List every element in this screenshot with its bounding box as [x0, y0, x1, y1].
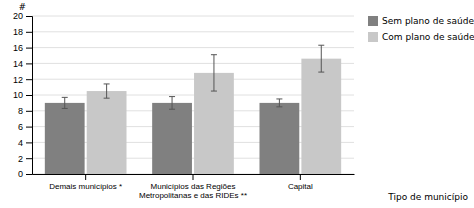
x-tick: Demais municípios *: [49, 174, 122, 191]
error-bar: [211, 55, 217, 91]
y-tick: 16: [13, 43, 32, 53]
y-tick: 12: [13, 75, 32, 85]
legend-swatch: [368, 32, 378, 42]
legend: Sem plano de saúde Com plano de saúde: [368, 16, 474, 42]
legend-label: Sem plano de saúde: [382, 16, 474, 26]
y-tick-mark: [26, 142, 32, 143]
x-tick-label: Demais municípios *: [49, 182, 122, 191]
y-tick: 20: [13, 11, 32, 21]
x-tick-label-line: Municípios das Regiões: [151, 182, 236, 191]
y-tick-mark: [26, 48, 32, 49]
error-bar: [318, 45, 324, 72]
y-tick: 14: [13, 59, 32, 69]
y-tick-mark: [26, 95, 32, 96]
error-bar-cap: [318, 72, 324, 73]
y-axis: 0 2 4 6 8 10 12 14 16 18 20: [13, 11, 33, 179]
error-bar-stem: [106, 84, 107, 98]
grid-line: [32, 31, 354, 32]
x-tick-mark: [300, 174, 301, 180]
error-bar: [62, 97, 68, 108]
y-tick-label: 16: [13, 43, 23, 53]
error-bar: [276, 99, 282, 107]
error-bar-cap: [169, 109, 175, 110]
legend-label: Com plano de saúde: [382, 32, 474, 42]
x-axis: Demais municípios * Municípios das Regiõe…: [33, 174, 355, 200]
x-tick-label: Municípios das RegiõesMetropolitanas e d…: [139, 182, 247, 200]
x-tick-label-line: Demais municípios *: [49, 182, 122, 191]
error-bar-cap: [62, 97, 68, 98]
y-tick-label: 2: [18, 154, 23, 164]
series: [45, 97, 299, 174]
y-tick-label: 4: [18, 138, 23, 148]
error-bar-cap: [276, 106, 282, 107]
error-bar-cap: [276, 98, 282, 99]
x-tick: Capital: [288, 174, 313, 191]
grid: [32, 16, 354, 174]
y-tick-mark: [26, 111, 32, 112]
x-tick-label-line: Metropolitanas e das RIDEs **: [139, 191, 247, 200]
x-axis-title: Tipo de município: [387, 192, 468, 202]
plot: 0 2 4 6 8 10 12 14 16 18 20 Demais municípios * Muni…: [13, 11, 355, 200]
bar: [301, 59, 341, 174]
y-tick-label: 20: [13, 11, 23, 21]
y-tick-mark: [26, 16, 32, 17]
y-tick-mark: [26, 158, 32, 159]
error-bar-stem: [279, 99, 280, 107]
y-tick-mark: [26, 79, 32, 80]
y-axis-title: #: [18, 2, 26, 12]
x-tick-mark: [85, 174, 86, 180]
x-tick: Municípios das RegiõesMetropolitanas e d…: [139, 174, 247, 200]
error-bar-cap: [104, 83, 110, 84]
y-tick: 8: [18, 106, 32, 116]
y-tick-label: 14: [13, 59, 23, 69]
y-tick-label: 6: [18, 122, 23, 132]
error-bar-cap: [211, 91, 217, 92]
bar: [259, 103, 299, 174]
grid-line: [32, 16, 354, 17]
error-bar: [169, 97, 175, 110]
grid-line: [32, 47, 354, 48]
error-bar-cap: [318, 45, 324, 46]
y-tick-mark: [26, 32, 32, 33]
y-tick-mark: [26, 63, 32, 64]
y-axis-line: [26, 17, 33, 175]
y-tick-label: 0: [18, 169, 23, 179]
legend-item: Sem plano de saúde: [368, 16, 474, 26]
y-tick-label: 8: [18, 106, 23, 116]
x-tick-mark: [193, 174, 194, 180]
error-bar-cap: [211, 54, 217, 55]
legend-item: Com plano de saúde: [368, 32, 474, 42]
chart: 0 2 4 6 8 10 12 14 16 18 20 Demais municípios * Muni…: [0, 0, 474, 208]
y-tick: 6: [18, 122, 32, 132]
y-tick-label: 12: [13, 75, 23, 85]
error-bar-cap: [169, 96, 175, 97]
y-tick-label: 10: [13, 90, 23, 100]
bar: [152, 103, 192, 174]
error-bar: [104, 84, 110, 98]
legend-swatch: [368, 16, 378, 26]
error-bar-stem: [64, 97, 65, 108]
y-tick-label: 18: [13, 27, 23, 37]
y-tick: 0: [18, 169, 32, 179]
x-tick-label: Capital: [288, 182, 313, 191]
y-tick-mark: [26, 127, 32, 128]
bar: [45, 103, 85, 174]
x-tick-label-line: Capital: [288, 182, 313, 191]
series: [87, 45, 341, 174]
y-tick-mark: [26, 174, 32, 175]
error-bar-stem: [213, 55, 214, 91]
error-bar-cap: [104, 98, 110, 99]
y-tick: 2: [18, 154, 32, 164]
y-tick: 4: [18, 138, 32, 148]
error-bar-stem: [172, 97, 173, 110]
error-bar-cap: [62, 108, 68, 109]
error-bar-stem: [321, 45, 322, 72]
y-tick: 18: [13, 27, 32, 37]
marks: [45, 45, 341, 174]
y-tick: 10: [13, 90, 32, 100]
bar: [87, 91, 127, 174]
